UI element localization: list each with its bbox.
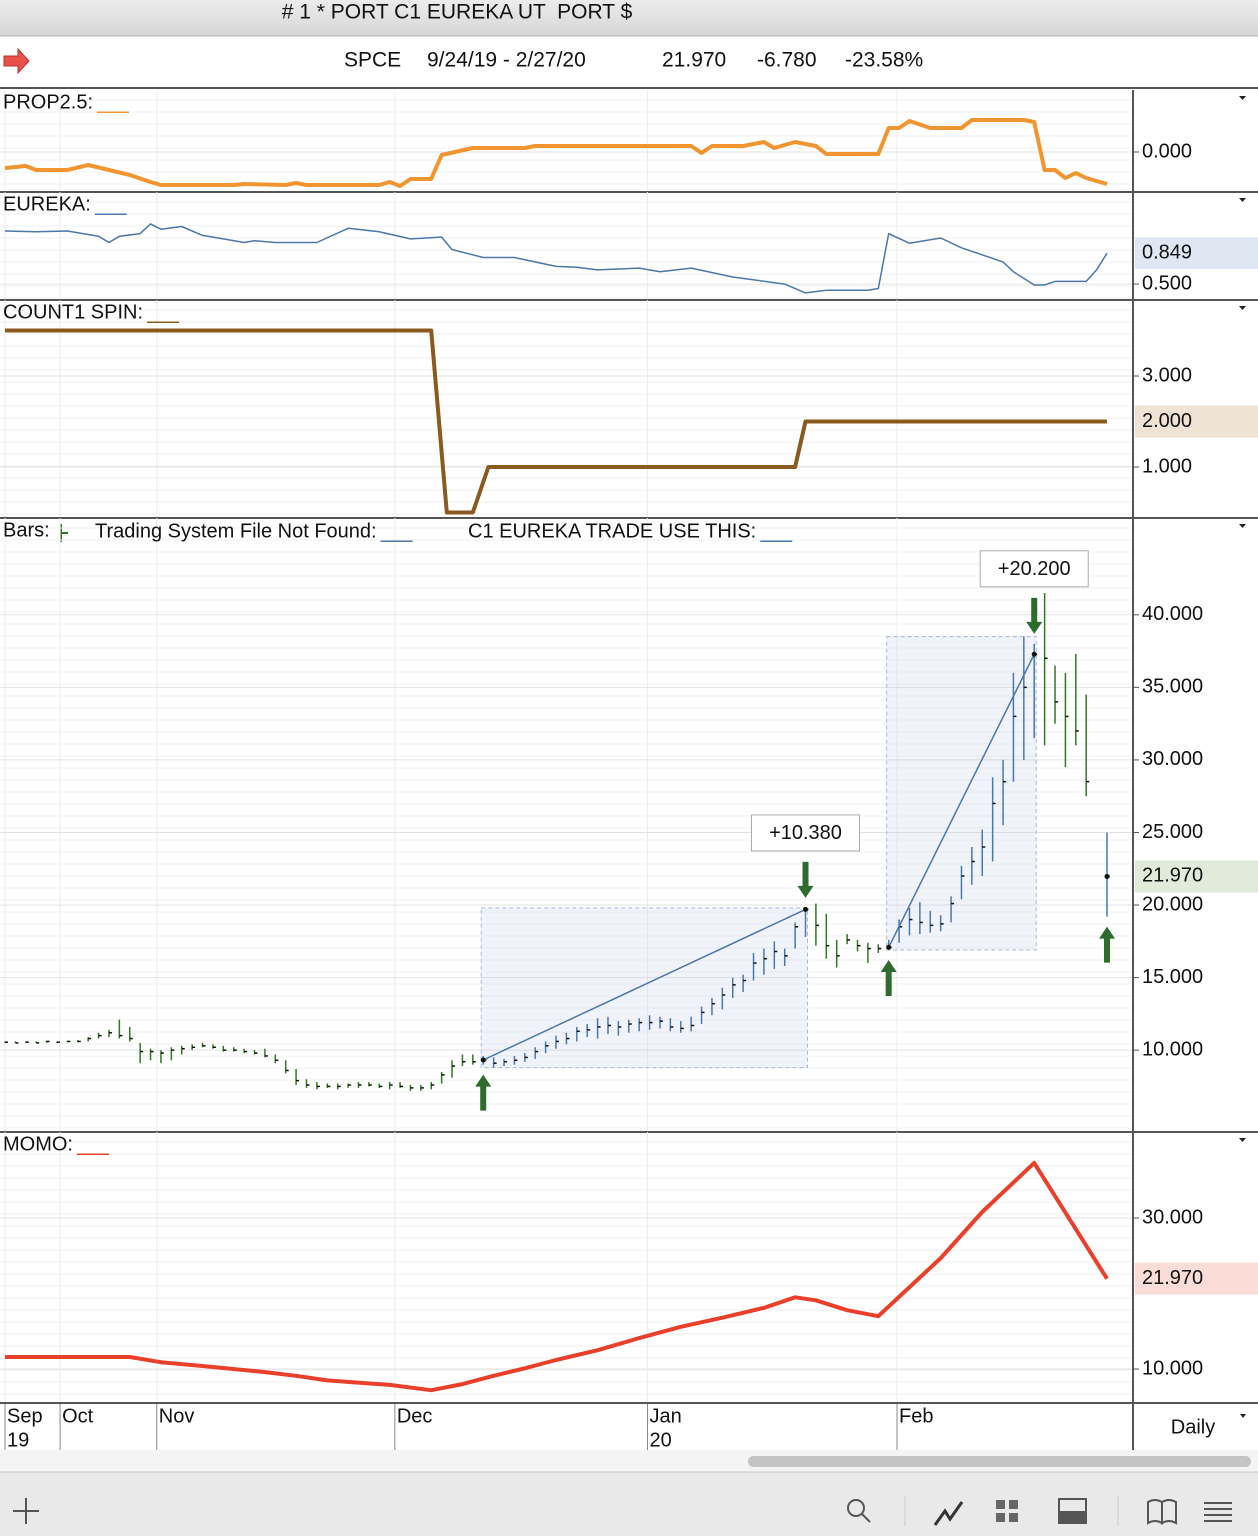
y-tick-label: 25.000: [1142, 821, 1203, 843]
book-button[interactable]: [1147, 1499, 1177, 1525]
x-year-label: 20: [649, 1429, 671, 1451]
series-line: [5, 1160, 1109, 1393]
toolbar: [0, 1472, 1258, 1536]
y-tick-label: 20.000: [1142, 893, 1203, 915]
y-tick-label: 0.500: [1142, 272, 1192, 294]
title-bar: [0, 0, 1258, 36]
window-title: # 1 * PORT C1 EUREKA UT PORT $: [282, 1, 633, 24]
last-price: 21.970: [662, 49, 726, 72]
symbol: SPCE: [344, 49, 401, 72]
entry-dot: [886, 944, 892, 950]
interval-label[interactable]: Daily: [1171, 1416, 1215, 1438]
panel-button[interactable]: [1058, 1498, 1087, 1524]
y-tick-label: 1.000: [1142, 455, 1192, 477]
panel-title: COUNT1 SPIN:: [3, 301, 143, 323]
panel-menu: [1239, 198, 1246, 202]
panel-menu: [1239, 306, 1246, 310]
x-tick-label: Nov: [159, 1405, 195, 1427]
search-button[interactable]: [847, 1499, 871, 1523]
sell-arrow: [1026, 597, 1043, 634]
legend-label: Trading System File Not Found:: [95, 520, 377, 542]
toolbar-separators: [904, 1496, 1119, 1526]
series-line: [5, 328, 1107, 515]
buy-arrow: [475, 1074, 492, 1111]
bars-icon: [60, 524, 68, 542]
exit-dot: [1031, 651, 1037, 657]
y-tick-label: 0.000: [1142, 140, 1192, 162]
panel-menu: [1239, 96, 1246, 100]
y-tick-label: 3.000: [1142, 364, 1192, 386]
trade-box: [480, 907, 809, 1069]
arrow-icon[interactable]: [3, 47, 30, 75]
series-line: [4, 118, 1108, 188]
last-value-label: 21.970: [1142, 1267, 1203, 1289]
profit-label: +20.200: [998, 558, 1071, 580]
profit-box: [751, 814, 861, 852]
buy-arrow: [880, 960, 897, 997]
last-value-box: [1135, 1262, 1258, 1295]
last-value-box: [1135, 405, 1258, 438]
menu-button[interactable]: [1204, 1502, 1232, 1522]
last-value-box: [1135, 860, 1258, 893]
exit-dot: [803, 906, 809, 912]
plot-area: Sep Oct Nov Dec Jan Feb 19 20 0.000 PROP2.5: 0.500…: [0, 90, 1258, 1451]
series-line: [4, 223, 1108, 294]
profit-label: +10.380: [769, 822, 842, 844]
panel-title: PROP2.5:: [3, 91, 93, 113]
last-value-label: 21.970: [1142, 865, 1203, 887]
legend-label: C1 EUREKA TRADE USE THIS:: [468, 520, 756, 542]
panel-menu: [1239, 1138, 1246, 1142]
y-tick-label: 10.000: [1142, 1038, 1203, 1060]
y-tick-label: 10.000: [1142, 1357, 1203, 1379]
x-tick-label: Dec: [397, 1405, 433, 1427]
x-tick-label: Feb: [899, 1405, 933, 1427]
entry-dot: [1104, 873, 1110, 879]
panel-menu: [1239, 524, 1246, 528]
x-tick-label: Sep: [7, 1405, 43, 1427]
last-value-box: [1135, 237, 1258, 270]
add-button[interactable]: [13, 1498, 39, 1524]
x-tick-label: Oct: [62, 1405, 94, 1427]
y-tick-label: 30.000: [1142, 748, 1203, 770]
trade-line: [482, 908, 806, 1061]
trade-line: [888, 653, 1035, 948]
draw-button[interactable]: [933, 1501, 964, 1526]
y-tick-label: 40.000: [1142, 603, 1203, 625]
x-year-label: 19: [7, 1429, 29, 1451]
sell-arrow: [797, 861, 814, 898]
x-tick-label: Jan: [649, 1405, 681, 1427]
date-range: 9/24/19 - 2/27/20: [427, 49, 586, 72]
buy-arrow: [1099, 926, 1115, 963]
y-tick-label: 35.000: [1142, 676, 1203, 698]
panel-title: EUREKA:: [3, 193, 91, 215]
panel-title: Bars:: [3, 519, 50, 541]
dropdown-icon[interactable]: [1240, 1414, 1246, 1418]
price-change: -6.780: [757, 49, 817, 72]
panel-title: MOMO:: [3, 1133, 73, 1155]
y-tick-label: 30.000: [1142, 1206, 1203, 1228]
y-tick-label: 15.000: [1142, 966, 1203, 988]
scroll-thumb[interactable]: [748, 1456, 1251, 1467]
last-value-label: 0.849: [1142, 241, 1192, 263]
entry-dot: [480, 1057, 486, 1063]
price-change-pct: -23.58%: [845, 49, 923, 72]
last-value-label: 2.000: [1142, 410, 1192, 432]
layout-button[interactable]: [996, 1500, 1018, 1522]
profit-box: [979, 550, 1089, 588]
